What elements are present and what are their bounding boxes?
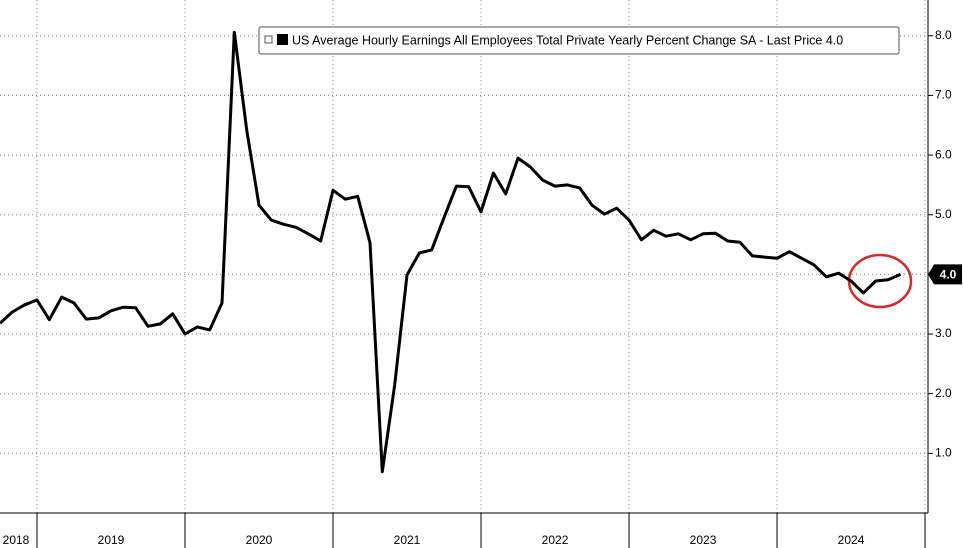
last-price-tag — [928, 264, 962, 285]
y-tick-label: 2.0 — [935, 386, 952, 400]
x-tick-label: 2022 — [542, 533, 569, 547]
x-tick-label: 2018 — [3, 533, 30, 547]
line — [0, 30, 901, 474]
x-tick-label: 2024 — [838, 533, 865, 547]
x-tick-label: 2020 — [246, 533, 273, 547]
y-tick-label: 6.0 — [935, 147, 952, 161]
legend-label: US Average Hourly Earnings All Employees… — [292, 33, 843, 47]
x-tick-label: 2023 — [690, 533, 717, 547]
legend: US Average Hourly Earnings All Employees… — [258, 26, 900, 55]
x-tick-label: 2021 — [394, 533, 421, 547]
legend-box — [258, 26, 900, 55]
legend-swatch — [277, 34, 288, 45]
x-tick-label: 2019 — [98, 533, 125, 547]
legend-toggle — [264, 35, 273, 44]
y-tick-label: 8.0 — [935, 28, 952, 42]
y-tick-label: 3.0 — [935, 326, 952, 340]
last-price-label: 4.0 — [940, 268, 957, 282]
y-tick-label: 7.0 — [935, 88, 952, 102]
y-tick-label: 1.0 — [935, 446, 952, 460]
y-tick-label: 5.0 — [935, 207, 952, 221]
